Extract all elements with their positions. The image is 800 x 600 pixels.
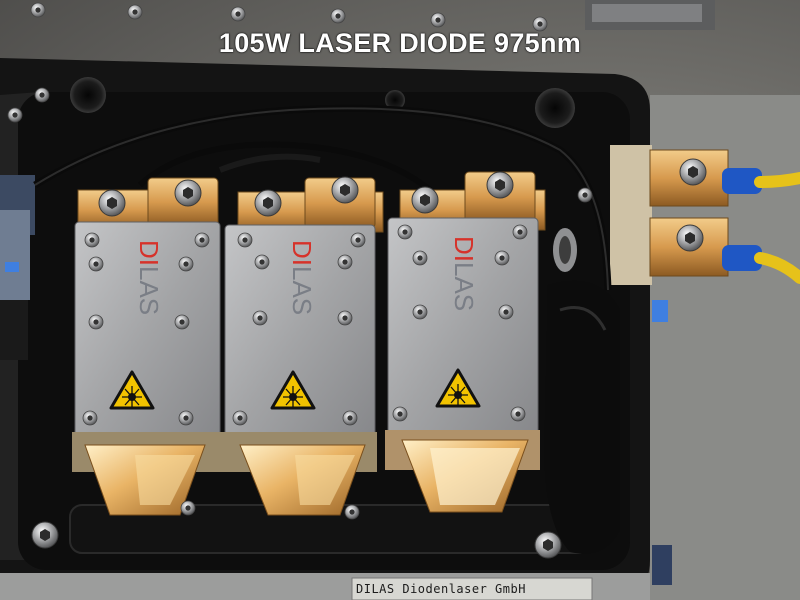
wire-yellow-bottom	[754, 252, 800, 284]
laser-warning-icon	[435, 368, 481, 408]
dilas-logo-1: DILAS	[134, 240, 164, 315]
dilas-logo-3: DILAS	[449, 236, 479, 311]
manufacturer-nameplate: DILAS Diodenlaser GmbH	[356, 582, 526, 596]
laser-warning-icon	[109, 370, 155, 410]
wire-yellow-top	[754, 172, 800, 188]
image-caption: 105W LASER DIODE 975nm	[218, 28, 582, 58]
diode-module-3: DILAS	[385, 171, 546, 513]
wire-sleeve-bottom	[722, 245, 762, 271]
diode-module-2: DILAS	[222, 176, 384, 516]
dilas-logo-2: DILAS	[287, 240, 317, 315]
diode-module-1: DILAS	[72, 177, 222, 516]
connector-boot	[544, 280, 620, 554]
laser-warning-icon	[270, 370, 316, 410]
wire-sleeve-top	[722, 168, 762, 194]
table-screws	[30, 2, 548, 32]
